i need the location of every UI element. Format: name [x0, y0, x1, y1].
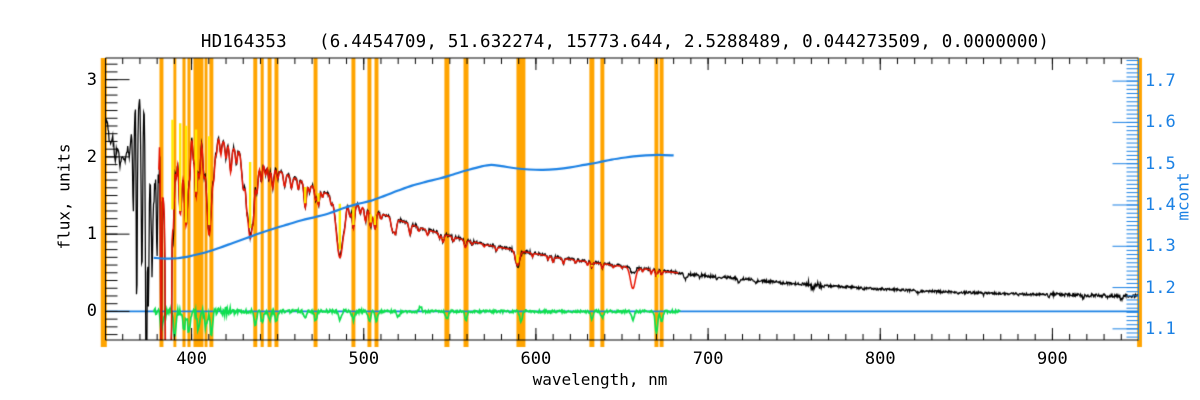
- x-tick-label: 400: [176, 349, 207, 369]
- y-right-tick-label: 1.7: [1145, 71, 1176, 92]
- x-tick-label: 900: [1037, 349, 1068, 369]
- y-left-tick-label: 0: [86, 301, 97, 322]
- y-right-tick-label: 1.2: [1145, 277, 1176, 298]
- y-axis-label-left: flux, units: [54, 143, 74, 250]
- y-right-tick-label: 1.6: [1145, 112, 1176, 133]
- x-tick-label: 800: [864, 349, 896, 369]
- y-right-tick-label: 1.3: [1145, 236, 1176, 257]
- y-left-tick-label: 1: [86, 224, 97, 245]
- y-left-tick-label: 3: [86, 69, 97, 90]
- x-tick-label: 500: [348, 349, 380, 369]
- y-right-tick-label: 1.1: [1145, 318, 1176, 339]
- y-left-tick-label: 2: [86, 146, 97, 167]
- plot-title: HD164353 (6.4454709, 51.632274, 15773.64…: [200, 32, 1050, 52]
- x-axis-label: wavelength, nm: [532, 370, 668, 389]
- x-tick-label: 700: [692, 349, 724, 369]
- y-right-tick-label: 1.4: [1145, 194, 1176, 215]
- x-tick-label: 600: [520, 349, 552, 369]
- y-right-tick-label: 1.5: [1145, 153, 1176, 174]
